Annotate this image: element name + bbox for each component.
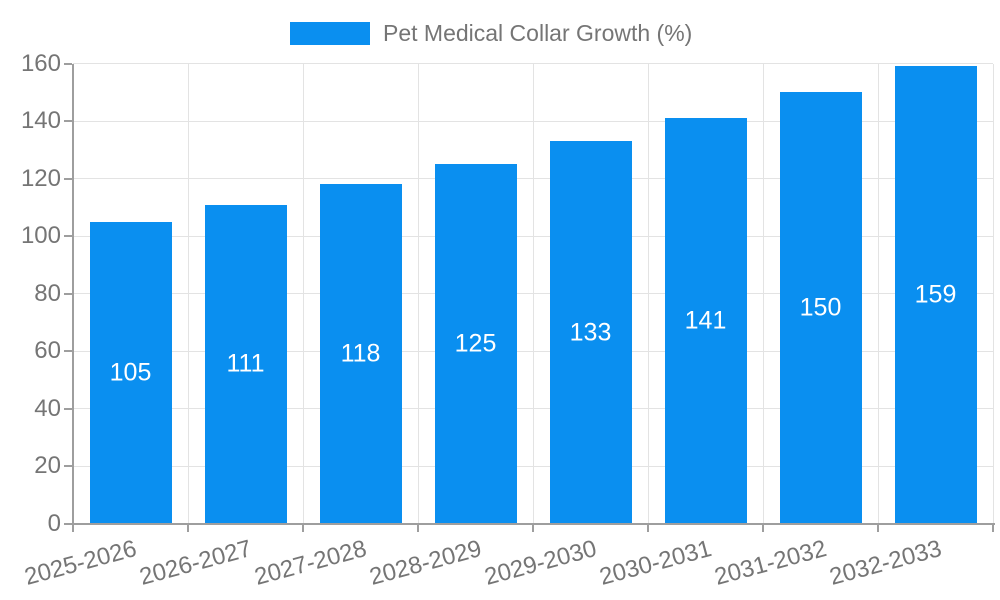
- x-axis-tick: [72, 524, 74, 532]
- x-axis-label-2030-2031: 2030-2031: [596, 535, 715, 591]
- gridline-vertical: [302, 63, 304, 524]
- bar-2027-2028[interactable]: [319, 184, 402, 524]
- x-axis-tick: [187, 524, 189, 532]
- bar-value-label: 141: [684, 306, 727, 335]
- legend-item[interactable]: Pet Medical Collar Growth (%): [290, 20, 692, 47]
- x-axis-tick: [532, 524, 534, 532]
- legend-color-swatch: [290, 22, 370, 45]
- gridline-vertical: [417, 63, 419, 524]
- x-axis-tick: [877, 524, 879, 532]
- bar-value-label: 133: [569, 318, 612, 347]
- y-axis-tick: [64, 465, 72, 468]
- x-axis-tick: [417, 524, 419, 532]
- y-axis-tick: [64, 120, 72, 123]
- y-axis-tick-label: 160: [20, 49, 61, 77]
- bar-2030-2031[interactable]: [664, 118, 747, 524]
- y-axis-line: [72, 63, 74, 532]
- x-axis-tick: [992, 524, 994, 532]
- bar-value-label: 118: [340, 339, 381, 368]
- x-axis-label-2031-2032: 2031-2032: [711, 535, 830, 591]
- bar-value-label: 111: [226, 349, 265, 378]
- bar-2028-2029[interactable]: [434, 164, 517, 524]
- y-axis-tick: [64, 235, 72, 238]
- y-axis-tick: [64, 292, 72, 295]
- y-axis-tick-label: 0: [47, 510, 61, 537]
- y-axis-tick-label: 60: [34, 337, 61, 365]
- y-axis-tick-label: 140: [20, 107, 61, 135]
- bar-2032-2033[interactable]: [894, 66, 977, 524]
- gridline-vertical: [877, 63, 879, 524]
- x-axis-tick: [762, 524, 764, 532]
- gridline-vertical: [762, 63, 764, 524]
- y-axis-tick-label: 100: [20, 222, 61, 250]
- bar-value-label: 150: [799, 293, 842, 322]
- gridline-vertical: [992, 63, 994, 524]
- y-axis-tick: [64, 407, 72, 410]
- x-axis-label-2026-2027: 2026-2027: [136, 535, 255, 591]
- bar-2031-2032[interactable]: [779, 92, 862, 524]
- y-axis-tick-label: 20: [34, 452, 61, 480]
- y-axis-tick-label: 80: [34, 279, 61, 307]
- x-axis-tick: [302, 524, 304, 532]
- bar-2025-2026[interactable]: [89, 221, 172, 524]
- x-axis-tick: [647, 524, 649, 532]
- legend-label: Pet Medical Collar Growth (%): [383, 20, 693, 46]
- bar-value-label: 105: [109, 358, 152, 387]
- x-axis-line: [65, 523, 995, 525]
- x-axis-label-2032-2033: 2032-2033: [826, 535, 945, 591]
- gridline-vertical: [187, 63, 189, 524]
- x-axis-label-2028-2029: 2028-2029: [366, 535, 485, 591]
- gridline-vertical: [647, 63, 649, 524]
- bar-2026-2027[interactable]: [204, 204, 287, 524]
- bar-value-label: 125: [454, 329, 497, 358]
- x-axis-label-2027-2028: 2027-2028: [251, 535, 370, 591]
- y-axis-tick: [64, 523, 72, 525]
- y-axis-tick: [64, 177, 72, 180]
- y-axis-tick: [64, 62, 72, 65]
- y-axis-tick-label: 120: [20, 164, 61, 192]
- x-axis-label-2029-2030: 2029-2030: [481, 535, 600, 591]
- y-axis-tick-label: 40: [34, 394, 61, 422]
- y-axis-tick: [64, 350, 72, 353]
- gridline-vertical: [532, 63, 534, 524]
- bar-2029-2030[interactable]: [549, 141, 632, 524]
- bar-value-label: 159: [914, 280, 957, 309]
- x-axis-label-2025-2026: 2025-2026: [21, 535, 140, 591]
